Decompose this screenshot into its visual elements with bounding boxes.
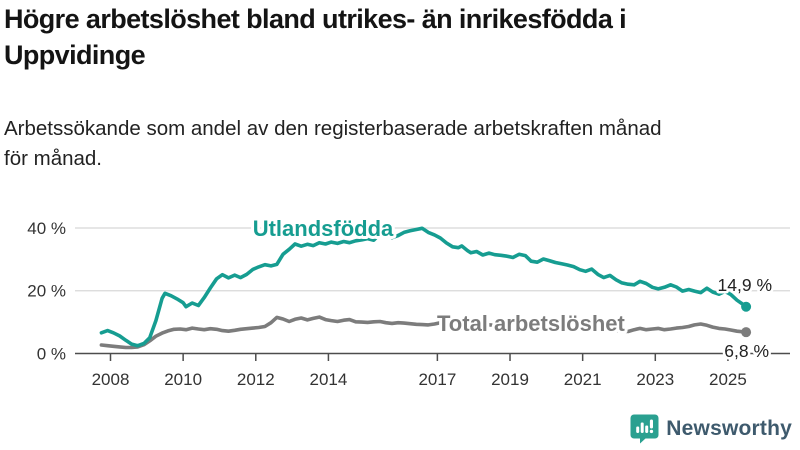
y-axis-labels: 0 % 20 % 40 % — [27, 219, 66, 364]
x-tick-label-2025: 2025 — [709, 370, 747, 389]
x-tick-label-2010: 2010 — [164, 370, 202, 389]
footer-brand: Newsworthy — [630, 412, 792, 446]
series-label-utlandsfödda: Utlandsfödda — [253, 216, 394, 241]
series-labels: Utlandsfödda 14,9 % Total arbetslöshet 6,8 … — [250, 213, 775, 364]
y-tick-label-20: 20 % — [27, 282, 66, 301]
series-end-dots — [741, 301, 752, 338]
logo-bar-1 — [636, 426, 640, 433]
x-tick-label-2014: 2014 — [310, 370, 348, 389]
newsworthy-logo-icon — [630, 414, 659, 444]
newsworthy-logo-text: Newsworthy — [666, 417, 792, 440]
end-value-label-utlandsfödda: 14,9 % — [718, 275, 772, 295]
x-tick-label-2012: 2012 — [237, 370, 275, 389]
x-tick-label-2017: 2017 — [418, 370, 456, 389]
logo-bubble — [630, 414, 659, 444]
logo-bar-2 — [640, 422, 644, 433]
series-label-total-arbetslöshet: Total arbetslöshet — [437, 311, 626, 336]
logo-exclamation-dot — [650, 429, 654, 434]
gridlines — [75, 227, 790, 292]
y-tick-label-40: 40 % — [27, 219, 66, 238]
series-line-utlandsfödda — [99, 226, 748, 348]
x-tick-label-2021: 2021 — [564, 370, 602, 389]
x-tick-label-2019: 2019 — [491, 370, 529, 389]
end-dot-utlandsfödda — [741, 301, 752, 312]
x-axis-ticks-and-labels: 2008 2010 2012 2014 2017 2019 2021 2023 2025 — [92, 353, 747, 389]
series-lines — [99, 226, 748, 350]
series-line-total-arbetslöshet — [99, 315, 748, 350]
end-dot-total-arbetslöshet — [741, 327, 752, 338]
x-tick-label-2008: 2008 — [92, 370, 130, 389]
logo-exclamation-stem — [650, 419, 654, 429]
logo-bar-3 — [645, 425, 649, 433]
chart-title: Högre arbetslöshet bland utrikes- än inr… — [4, 4, 627, 70]
chart-subtitle: Arbetssökande som andel av den registerb… — [4, 117, 662, 170]
x-tick-label-2023: 2023 — [636, 370, 674, 389]
y-tick-label-0: 0 % — [37, 345, 66, 364]
end-value-label-total-arbetslöshet: 6,8 % — [724, 341, 769, 361]
